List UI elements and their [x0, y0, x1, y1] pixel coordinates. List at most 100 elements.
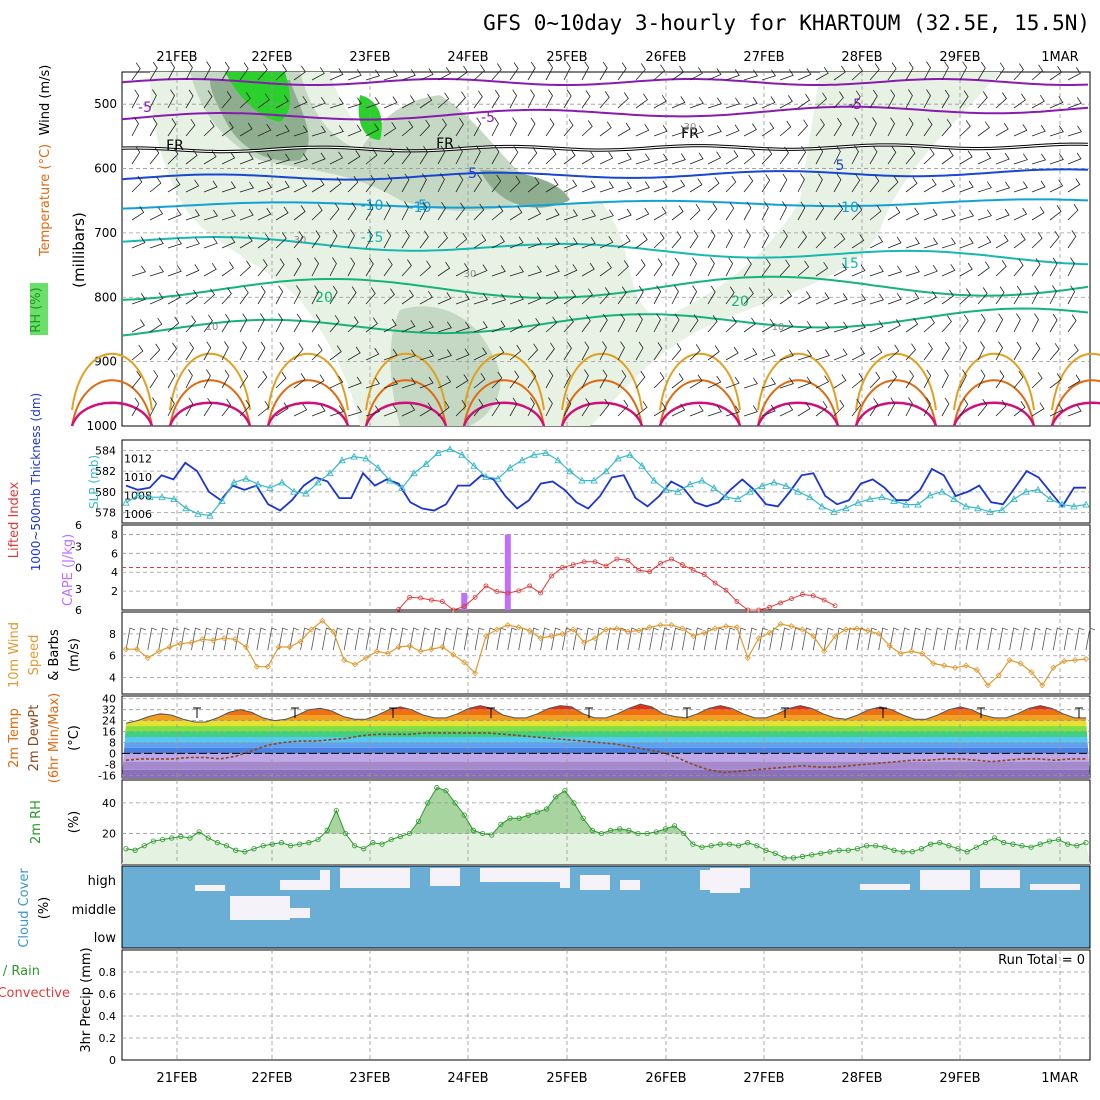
wind-barb — [887, 89, 896, 109]
label-2m-rh: 2m RH — [29, 800, 44, 844]
wind-barb — [203, 90, 213, 109]
wind-barb — [545, 369, 554, 389]
lifted-index-point — [559, 565, 565, 570]
wind-barb — [455, 263, 469, 277]
rh-point — [1037, 841, 1043, 847]
wind-barb — [815, 231, 827, 249]
wind-speed-point — [253, 663, 260, 670]
wind-barb — [725, 405, 741, 417]
wind-barb-10m — [976, 627, 987, 651]
wind-barb-10m — [769, 627, 779, 651]
wind-barb — [365, 97, 380, 109]
wind-barb — [689, 203, 701, 221]
temp-tick: -8 — [105, 758, 116, 771]
wind-barb-10m — [343, 627, 354, 651]
wind-barb — [977, 91, 988, 109]
wind-barb — [167, 342, 177, 361]
temp-max-marker — [389, 707, 397, 718]
rh-point — [671, 823, 678, 829]
slp-point — [398, 484, 406, 491]
lifted-index-point — [756, 607, 762, 613]
wind-barb — [131, 206, 145, 221]
rh-shade-dark — [480, 170, 570, 208]
wind-barb-10m — [780, 627, 790, 651]
wind-barb — [455, 321, 471, 333]
cloud-clear-region — [710, 868, 740, 893]
isotherm-25 — [71, 353, 1100, 411]
wind-barb — [797, 260, 810, 277]
wind-barb — [653, 313, 661, 333]
label-3hr-precip: 3hr Precip (mm) — [79, 947, 94, 1052]
isotherm-10 — [121, 198, 1089, 210]
wind-barb — [347, 376, 362, 389]
wind-barb — [491, 63, 502, 81]
slp-point — [518, 456, 526, 464]
wind-barb — [563, 341, 572, 361]
slp-point — [710, 484, 718, 491]
wind-barb — [581, 314, 591, 333]
wind-speed-point — [482, 632, 490, 640]
wind-barb — [527, 397, 535, 417]
wind-barb — [1049, 153, 1064, 165]
temp-tick: 32 — [102, 704, 116, 717]
wind-barb — [545, 291, 559, 305]
lifted-index-point — [472, 594, 478, 600]
slp-point — [1022, 487, 1030, 495]
temp-tick: 0 — [109, 747, 116, 760]
wind-barb — [239, 62, 249, 81]
slp-point — [506, 463, 514, 471]
wind-barb — [707, 151, 722, 165]
wind-barb — [923, 316, 936, 333]
wind-barb — [833, 117, 842, 137]
wind-barb — [329, 125, 344, 137]
slp-point — [158, 493, 166, 501]
wind-barb — [851, 347, 865, 361]
wind-barb — [257, 313, 265, 333]
wind-barb — [995, 152, 1010, 165]
wind-speed-point — [821, 648, 828, 655]
wind-barb — [671, 96, 686, 109]
wind-barb — [473, 145, 481, 165]
wind-barb — [779, 229, 788, 249]
wind-barb — [347, 202, 357, 221]
wind-speed-point — [242, 643, 250, 651]
wind-barb — [1013, 259, 1024, 277]
wind-barb-10m — [867, 627, 877, 651]
lifted-index-point — [505, 590, 511, 596]
contour-label: 20 — [315, 290, 333, 306]
wind-barb — [725, 69, 740, 81]
wind-barb — [293, 285, 301, 305]
rh-point — [1010, 841, 1016, 847]
lifted-index-point — [734, 599, 740, 604]
rh-point — [982, 840, 989, 846]
wind-barb — [563, 89, 572, 109]
label-millibars: (millibars) — [70, 212, 88, 288]
wind-speed-point — [188, 639, 195, 646]
wind-barb — [203, 262, 217, 277]
wind-barb — [545, 342, 555, 361]
rh-point — [626, 827, 632, 834]
wind-barb — [563, 149, 576, 165]
wind-barb — [1013, 370, 1024, 389]
wind-barb — [509, 117, 517, 137]
wind-barb — [995, 62, 1005, 81]
wind-barb — [1031, 285, 1039, 305]
wind-speed-point — [362, 654, 370, 661]
wind-barb — [887, 175, 899, 193]
wind-barb — [671, 373, 684, 389]
label-barbs: & Barbs — [47, 629, 62, 681]
wind-barb — [635, 401, 648, 417]
rh-point — [781, 855, 787, 861]
rh-point — [178, 833, 184, 840]
wind-speed-point — [973, 666, 980, 674]
wind-barb — [653, 206, 667, 221]
wind-barb — [779, 146, 789, 165]
rh-point — [818, 850, 824, 856]
slp-point — [434, 448, 442, 456]
wind-barb — [635, 233, 648, 249]
wind-barb — [851, 398, 862, 417]
wind-barb — [617, 370, 627, 389]
wind-barb — [779, 201, 787, 221]
wind-barb — [203, 314, 213, 333]
